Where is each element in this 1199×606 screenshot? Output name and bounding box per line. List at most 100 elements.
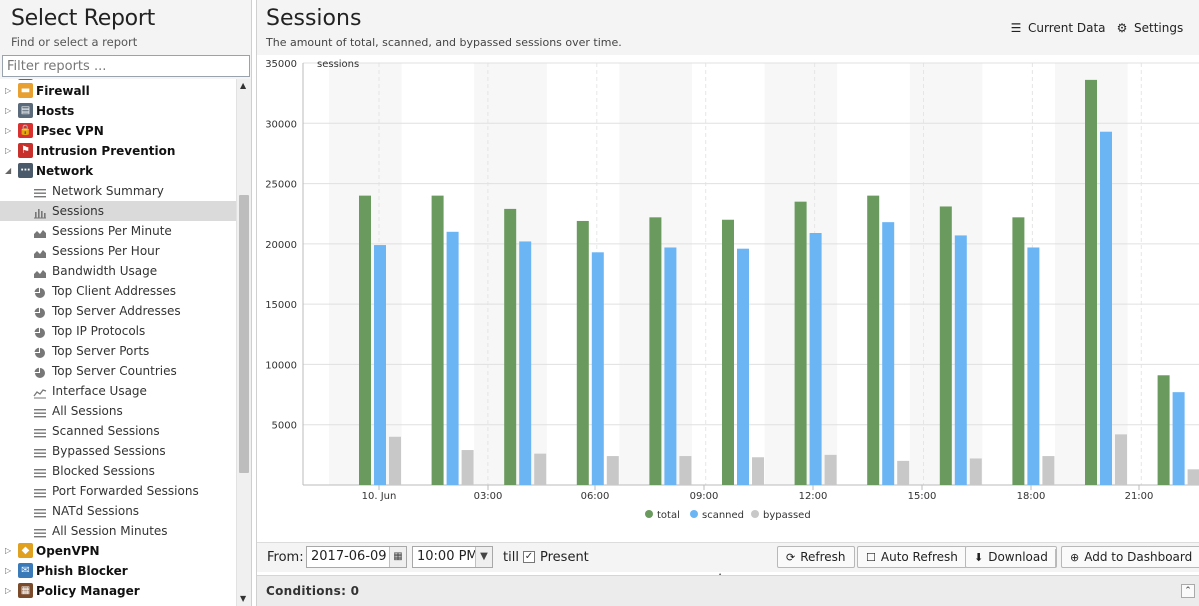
- report-item-bandwidth-usage[interactable]: Bandwidth Usage: [0, 261, 236, 281]
- report-item-scanned-sessions[interactable]: Scanned Sessions: [0, 421, 236, 441]
- report-item-interface-usage[interactable]: Interface Usage: [0, 381, 236, 401]
- time-select[interactable]: 10:00 PM ▼: [412, 546, 493, 568]
- bar-scanned: [954, 235, 967, 485]
- report-item-label: Top Client Addresses: [52, 284, 177, 298]
- report-item-sessions[interactable]: Sessions: [0, 201, 236, 221]
- expand-arrow-icon[interactable]: ▷: [5, 566, 12, 575]
- bar-scanned: [1100, 131, 1112, 485]
- report-item-network-summary[interactable]: Network Summary: [0, 181, 236, 201]
- expand-arrow-icon[interactable]: ▷: [5, 546, 12, 555]
- report-item-all-sessions[interactable]: All Sessions: [0, 401, 236, 421]
- bar-scanned: [809, 233, 822, 485]
- bar-scanned: [664, 247, 677, 485]
- bar-bypassed: [534, 453, 547, 485]
- report-item-top-server-countries[interactable]: Top Server Countries: [0, 361, 236, 381]
- report-item-sessions-per-hour[interactable]: Sessions Per Hour: [0, 241, 236, 261]
- report-item-top-ip-protocols[interactable]: Top IP Protocols: [0, 321, 236, 341]
- report-item-top-server-ports[interactable]: Top Server Ports: [0, 341, 236, 361]
- filter-reports-input[interactable]: [2, 55, 250, 77]
- tree-category-network[interactable]: ◢ ⋯ Network: [0, 161, 236, 181]
- expand-arrow-icon[interactable]: ▷: [5, 86, 12, 95]
- tree-category-label: Phish Blocker: [36, 564, 128, 578]
- list-icon: ☰: [1010, 21, 1022, 35]
- report-item-natd-sessions[interactable]: NATd Sessions: [0, 501, 236, 521]
- bar-bypassed: [1115, 434, 1127, 485]
- date-field[interactable]: 2017-06-09 ▦: [306, 546, 407, 568]
- report-item-label: All Sessions: [52, 404, 123, 418]
- pie-chart-icon: [33, 285, 47, 298]
- line-chart-icon: [33, 385, 47, 399]
- report-item-label: Top IP Protocols: [52, 324, 146, 338]
- tree-category-label: Intrusion Prevention: [36, 144, 176, 158]
- calendar-icon[interactable]: ▦: [389, 547, 406, 567]
- panel-title: Select Report: [11, 6, 155, 31]
- conditions-bar[interactable]: Conditions: 0 ⌃: [257, 575, 1199, 606]
- download-button[interactable]: ⬇ Download: [965, 546, 1057, 568]
- pie-chart-icon: [33, 345, 47, 358]
- bar-bypassed: [461, 450, 474, 485]
- report-item-top-client-addresses[interactable]: Top Client Addresses: [0, 281, 236, 301]
- bar-total: [1012, 217, 1025, 485]
- legend-label-bypassed: bypassed: [763, 510, 811, 521]
- y-tick-label: 15000: [265, 300, 297, 311]
- expand-arrow-icon[interactable]: ▷: [5, 106, 12, 115]
- report-item-label: Scanned Sessions: [52, 424, 160, 438]
- tree-category-policy-manager[interactable]: ▷ ▦ Policy Manager: [0, 581, 236, 601]
- y-tick-label: 10000: [265, 360, 297, 371]
- x-tick-label: 06:00: [581, 491, 610, 502]
- bar-chart-icon: [33, 205, 47, 219]
- y-tick-label: 30000: [265, 119, 297, 130]
- auto-refresh-button[interactable]: ☐ Auto Refresh: [857, 546, 967, 568]
- report-item-port-forwarded-sessions[interactable]: Port Forwarded Sessions: [0, 481, 236, 501]
- report-item-top-server-addresses[interactable]: Top Server Addresses: [0, 301, 236, 321]
- scroll-down-icon[interactable]: ▼: [240, 594, 247, 603]
- scrollbar-thumb[interactable]: [239, 195, 249, 473]
- report-item-sessions-per-minute[interactable]: Sessions Per Minute: [0, 221, 236, 241]
- expand-arrow-icon[interactable]: ▷: [5, 146, 12, 155]
- report-item-all-session-minutes[interactable]: All Session Minutes: [0, 521, 236, 541]
- current-data-button[interactable]: ☰ Current Data: [1009, 19, 1106, 37]
- report-item-label: Top Server Addresses: [52, 304, 181, 318]
- report-item-label: Blocked Sessions: [52, 464, 155, 478]
- expand-arrow-icon[interactable]: ▷: [5, 586, 12, 595]
- settings-button[interactable]: ⚙ Settings: [1115, 19, 1184, 37]
- report-panel: Sessions The amount of total, scanned, a…: [256, 0, 1199, 606]
- bar-total: [722, 219, 734, 485]
- collapse-arrow-icon[interactable]: ◢: [5, 166, 12, 175]
- tree-category-partial[interactable]: [0, 79, 236, 83]
- x-tick-label: 18:00: [1017, 491, 1046, 502]
- present-checkbox[interactable]: ✓: [523, 551, 535, 563]
- list-icon: [33, 405, 47, 418]
- current-data-label: Current Data: [1028, 21, 1106, 35]
- legend-label-scanned: scanned: [702, 510, 744, 521]
- report-item-bypassed-sessions[interactable]: Bypassed Sessions: [0, 441, 236, 461]
- panel-subtitle: Find or select a report: [11, 35, 138, 49]
- tree-category-firewall[interactable]: ▷ ▬ Firewall: [0, 81, 236, 101]
- bar-total: [794, 201, 807, 485]
- bar-bypassed: [1187, 469, 1199, 485]
- refresh-button[interactable]: ⟳ Refresh: [777, 546, 855, 568]
- collapse-icon[interactable]: ⌃: [1181, 584, 1195, 598]
- chevron-down-icon[interactable]: ▼: [475, 547, 492, 567]
- download-icon: ⬇: [974, 551, 984, 564]
- area-chart-icon: [33, 265, 47, 278]
- firewall-icon: ▬: [18, 83, 33, 98]
- scroll-up-icon[interactable]: ▲: [240, 81, 247, 90]
- tree-scrollbar[interactable]: ▲ ▼: [236, 79, 251, 606]
- add-to-dashboard-button[interactable]: ⊕ Add to Dashboard: [1061, 546, 1199, 568]
- tree-category-hosts[interactable]: ▷ ▤ Hosts: [0, 101, 236, 121]
- report-item-label: Bandwidth Usage: [52, 264, 158, 278]
- bar-total: [1157, 375, 1170, 485]
- x-tick-label: 15:00: [908, 491, 937, 502]
- expand-arrow-icon[interactable]: ▷: [5, 126, 12, 135]
- tree-category-intrusion-prevention[interactable]: ▷ ⚑ Intrusion Prevention: [0, 141, 236, 161]
- tree-category-openvpn[interactable]: ▷ ◆ OpenVPN: [0, 541, 236, 561]
- report-item-label: Interface Usage: [52, 384, 147, 398]
- tree-category-ipsec-vpn[interactable]: ▷ 🔒 IPsec VPN: [0, 121, 236, 141]
- report-item-label: Network Summary: [52, 184, 164, 198]
- report-item-blocked-sessions[interactable]: Blocked Sessions: [0, 461, 236, 481]
- tree-category-phish-blocker[interactable]: ▷ ✉ Phish Blocker: [0, 561, 236, 581]
- list-icon: [33, 425, 47, 438]
- bar-total: [1085, 79, 1097, 485]
- gear-icon: ⚙: [1116, 21, 1128, 35]
